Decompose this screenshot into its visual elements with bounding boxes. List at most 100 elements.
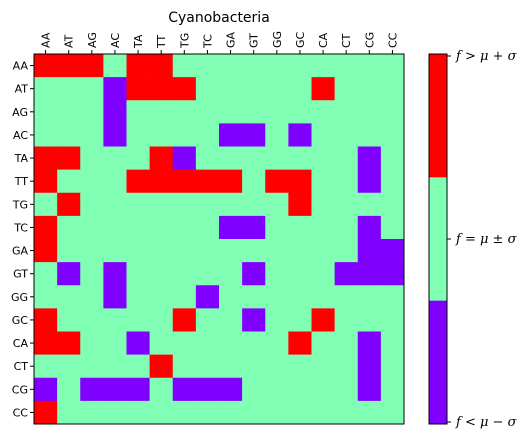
heatmap-cell-CT-AG [80,354,104,379]
heatmap-cell-GA-TA [126,239,150,263]
heatmap-cell-AA-CC [380,54,405,78]
y-tick-label-GG: GG [11,291,28,304]
heatmap-cell-CC-CC [380,400,405,425]
heatmap-cell-GA-CT [334,239,359,263]
heatmap-cell-GA-AA [34,239,58,263]
heatmap-cell-CC-GC [288,400,312,425]
heatmap-cell-GC-AG [80,308,104,332]
heatmap-cell-TG-AC [103,192,127,217]
heatmap-cells [34,54,405,425]
heatmap-cell-AG-TA [126,100,150,124]
heatmap-cell-GA-GA [219,239,243,263]
heatmap-cell-TG-AT [57,192,81,217]
colorbar-tick-label: f > μ + σ [455,49,518,64]
heatmap-cell-TT-GA [219,169,243,194]
heatmap-cell-GC-TT [149,308,174,332]
heatmap-cell-CC-CA [311,400,335,425]
heatmap-cell-TT-TC [195,169,220,194]
heatmap-cell-AG-CC [380,100,405,124]
heatmap-cell-TC-CG [357,215,382,240]
heatmap-cell-TT-TT [149,169,174,194]
heatmap-cell-TC-AG [80,215,104,240]
heatmap-cell-GG-TT [149,285,174,309]
heatmap-cell-CT-GA [219,354,243,379]
heatmap-cell-GC-GA [219,308,243,332]
heatmap-cell-TA-GT [242,146,266,170]
heatmap-cell-AC-GA [219,123,243,147]
heatmap-cell-TT-TG [172,169,197,194]
heatmap-cell-TG-CG [357,192,382,217]
heatmap-cell-CT-TC [195,354,220,379]
heatmap-cell-GT-AC [103,262,127,286]
heatmap-cell-GC-TC [195,308,220,332]
heatmap-cell-AA-CA [311,54,335,78]
colorbar-segment [429,54,447,178]
heatmap-cell-CC-AT [57,400,81,425]
heatmap-cell-AT-GG [265,77,289,101]
heatmap-cell-CG-TT [149,377,174,402]
colorbar: f > μ + σ f = μ ± σ f < μ − σ [428,49,518,430]
heatmap-cell-AC-GG [265,123,289,147]
heatmap-cell-CA-TG [172,331,197,355]
heatmap-cell-GA-AC [103,239,127,263]
x-tick-label-TC: TC [201,34,214,49]
heatmap-cell-TC-CT [334,215,359,240]
heatmap-cell-GT-TT [149,262,174,286]
heatmap-cell-TT-CT [334,169,359,194]
x-tick-label-TT: TT [155,34,168,49]
heatmap-cell-CG-GG [265,377,289,402]
y-tick-label-CT: CT [14,360,29,373]
heatmap-cell-GC-CG [357,308,382,332]
heatmap-cell-GA-TG [172,239,197,263]
heatmap-cell-AG-TT [149,100,174,124]
heatmap-cell-TG-GG [265,192,289,217]
heatmap-cell-TC-CC [380,215,405,240]
heatmap-cell-AA-AG [80,54,104,78]
heatmap-cell-AT-GA [219,77,243,101]
heatmap-cell-TT-GC [288,169,312,194]
x-axis-ticks: AA AT AG AC TA TT TG TC GA GT GG GC CA CT CG CC [40,31,399,54]
heatmap-cell-AT-TA [126,77,150,101]
heatmap-cell-AT-CG [357,77,382,101]
heatmap-cell-CA-GA [219,331,243,355]
heatmap-cell-AG-AG [80,100,104,124]
heatmap-cell-CT-GT [242,354,266,379]
heatmap-cell-TC-TA [126,215,150,240]
heatmap-cell-TC-TT [149,215,174,240]
heatmap-cell-CA-AT [57,331,81,355]
heatmap-cell-CA-CT [334,331,359,355]
heatmap-cell-GG-AG [80,285,104,309]
heatmap-cell-GT-GC [288,262,312,286]
heatmap-cell-CG-CG [357,377,382,402]
heatmap-cell-AC-TC [195,123,220,147]
heatmap-cell-TC-GA [219,215,243,240]
heatmap-cell-GC-CC [380,308,405,332]
heatmap-cell-CG-CC [380,377,405,402]
heatmap-cell-GT-TA [126,262,150,286]
heatmap-cell-CA-GC [288,331,312,355]
heatmap-cell-GT-GT [242,262,266,286]
x-tick-label-AC: AC [109,33,122,48]
heatmap-cell-AC-CT [334,123,359,147]
heatmap-cell-GC-CA [311,308,335,332]
heatmap-cell-GT-CC [380,262,405,286]
heatmap-cell-TG-TC [195,192,220,217]
heatmap-cell-AG-GT [242,100,266,124]
heatmap-cell-CC-TC [195,400,220,425]
x-tick-label-CG: CG [363,32,376,48]
heatmap-cell-CT-CA [311,354,335,379]
heatmap-cell-AA-GG [265,54,289,78]
heatmap-cell-GG-GC [288,285,312,309]
heatmap-cell-TT-CA [311,169,335,194]
heatmap-cell-GC-TA [126,308,150,332]
heatmap-cell-AG-CA [311,100,335,124]
heatmap-cell-CC-GA [219,400,243,425]
heatmap-cell-AT-TC [195,77,220,101]
heatmap-cell-CT-CT [334,354,359,379]
heatmap-cell-TC-TC [195,215,220,240]
heatmap-cell-GC-CT [334,308,359,332]
heatmap-cell-GG-GA [219,285,243,309]
heatmap-cell-CG-TA [126,377,150,402]
heatmap-cell-AT-GT [242,77,266,101]
heatmap-cell-TC-AT [57,215,81,240]
